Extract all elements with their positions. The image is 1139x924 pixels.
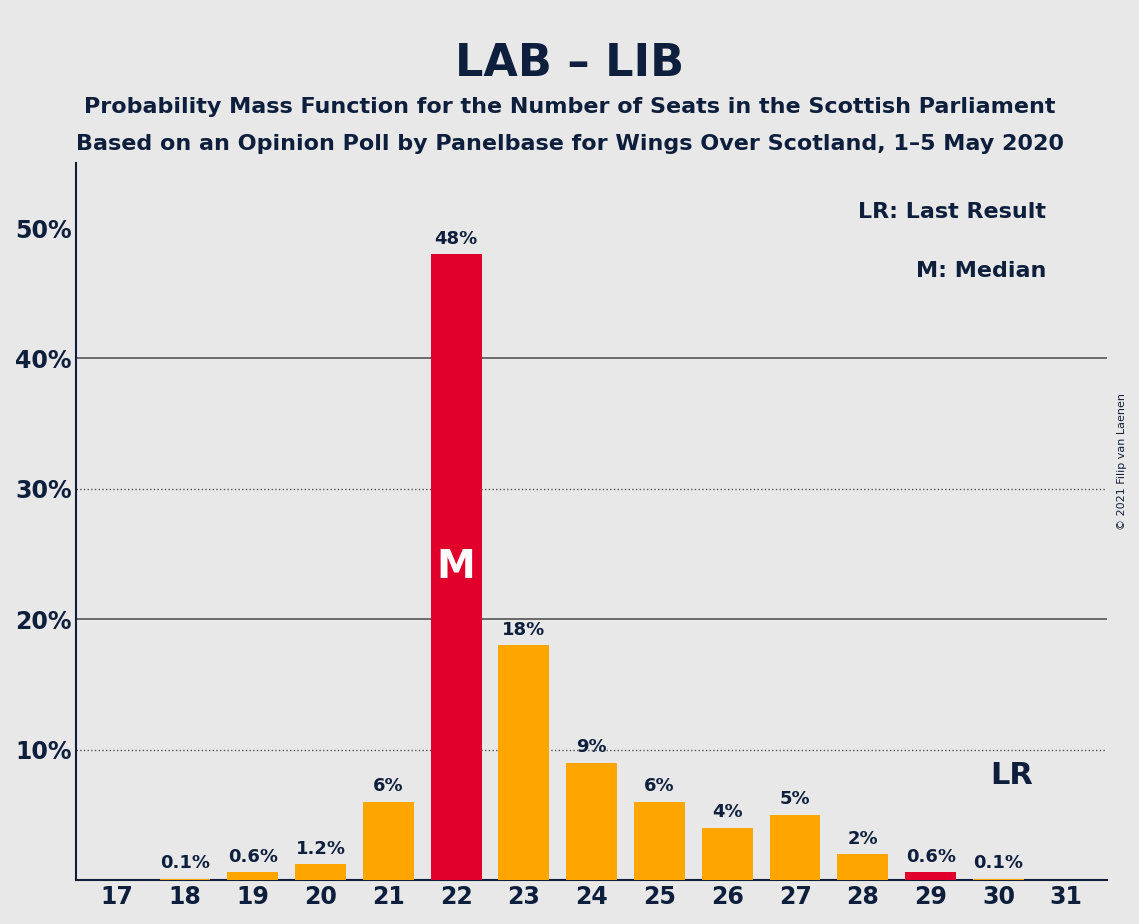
Text: M: Median: M: Median	[916, 261, 1046, 281]
Bar	[159, 879, 211, 881]
Bar	[363, 802, 413, 881]
Text: 0.1%: 0.1%	[159, 855, 210, 872]
Bar	[702, 828, 753, 881]
Text: 0.6%: 0.6%	[228, 848, 278, 866]
Text: 48%: 48%	[434, 229, 477, 248]
Bar	[973, 879, 1024, 881]
Bar	[228, 872, 278, 881]
Text: LR: LR	[991, 761, 1033, 790]
Text: 2%: 2%	[847, 830, 878, 847]
Bar	[837, 854, 888, 881]
Text: 6%: 6%	[645, 777, 674, 796]
Text: © 2021 Filip van Laenen: © 2021 Filip van Laenen	[1117, 394, 1126, 530]
Text: Probability Mass Function for the Number of Seats in the Scottish Parliament: Probability Mass Function for the Number…	[84, 97, 1055, 117]
Bar	[499, 645, 549, 881]
Text: LR: Last Result: LR: Last Result	[858, 202, 1046, 222]
Text: LAB – LIB: LAB – LIB	[454, 42, 685, 85]
Text: Based on an Opinion Poll by Panelbase for Wings Over Scotland, 1–5 May 2020: Based on an Opinion Poll by Panelbase fo…	[75, 134, 1064, 154]
Text: 18%: 18%	[502, 621, 546, 638]
Text: M: M	[436, 548, 475, 586]
Text: 0.6%: 0.6%	[906, 848, 956, 866]
Text: 0.1%: 0.1%	[974, 855, 1024, 872]
Text: 4%: 4%	[712, 804, 743, 821]
Text: 1.2%: 1.2%	[295, 840, 345, 858]
Text: 5%: 5%	[780, 790, 810, 808]
Text: 6%: 6%	[372, 777, 403, 796]
Bar	[431, 254, 482, 881]
Bar	[295, 865, 346, 881]
Bar	[566, 763, 617, 881]
Bar	[770, 815, 820, 881]
Bar	[906, 872, 956, 881]
Text: 9%: 9%	[576, 738, 607, 756]
Bar	[634, 802, 685, 881]
